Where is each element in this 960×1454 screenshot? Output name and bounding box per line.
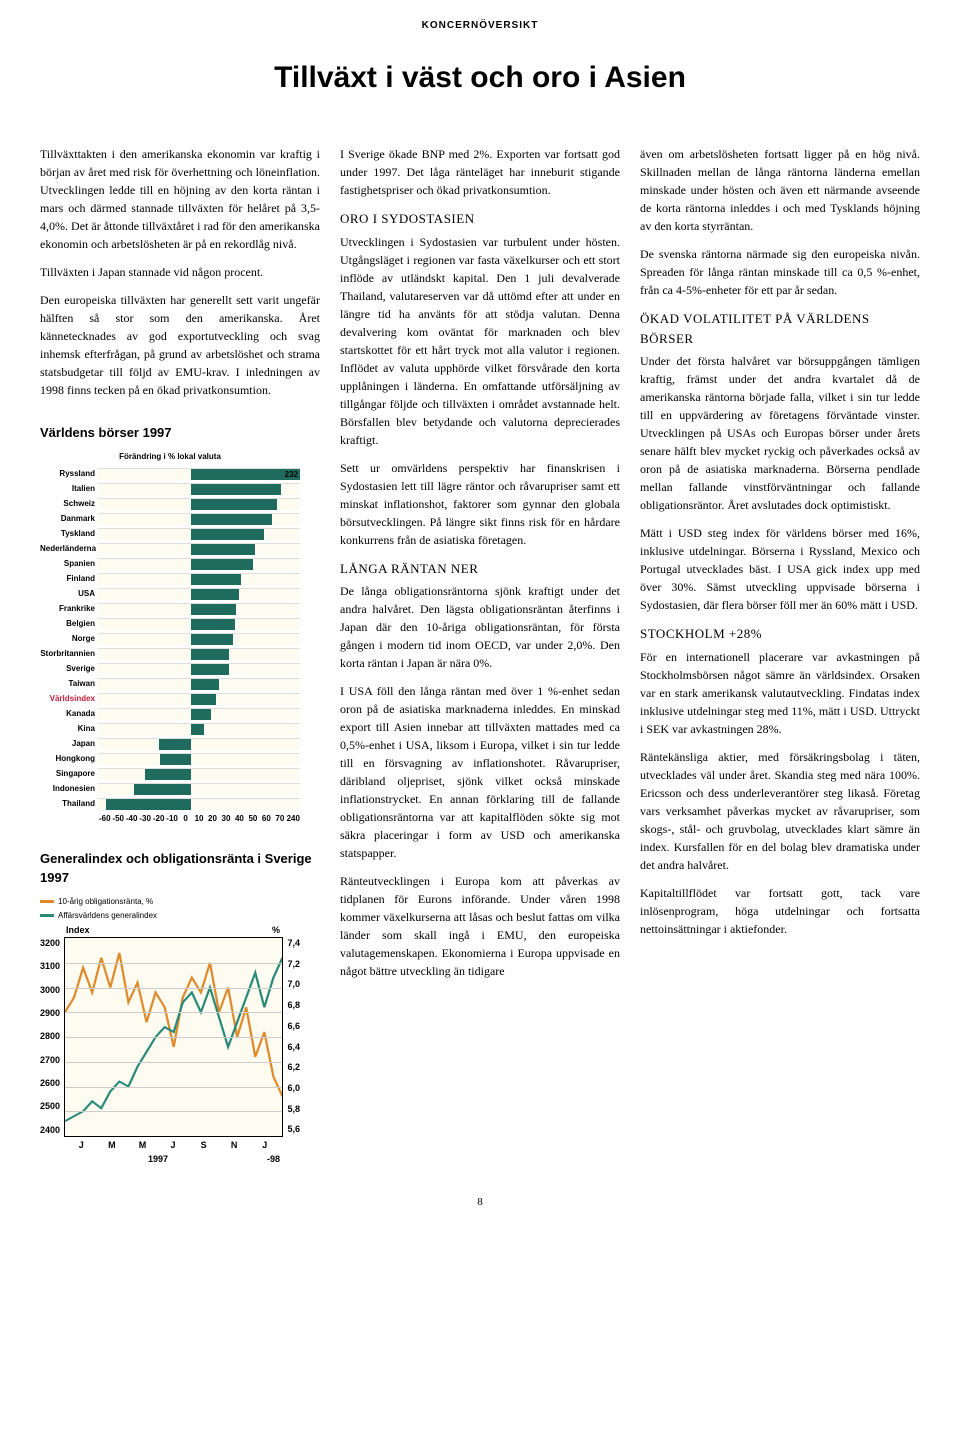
bar-row: Frankrike: [40, 602, 300, 616]
line-chart-title: Generalindex och obligationsränta i Sver…: [40, 849, 320, 888]
legend-swatch-2: [40, 914, 54, 917]
bar-row: Schweiz: [40, 497, 300, 511]
bar-label: Norge: [40, 633, 98, 645]
x-axis-label-year: 1997: [66, 1153, 250, 1167]
bar-label: Thailand: [40, 798, 98, 810]
bar-row: Spanien: [40, 557, 300, 571]
x-axis-label-year2: -98: [250, 1153, 280, 1167]
legend-item-2: Affärsvärldens generalindex: [40, 910, 300, 922]
bar-row: Italien: [40, 482, 300, 496]
bar-label: Nederländerna: [40, 543, 98, 555]
left-axis-title: Index: [66, 924, 90, 938]
col3-h2: STOCKHOLM +28%: [640, 624, 920, 644]
bar-label: Ryssland: [40, 468, 98, 480]
col2-h2: LÅNGA RÄNTAN NER: [340, 559, 620, 579]
bar-label: Schweiz: [40, 498, 98, 510]
bar-row: Finland: [40, 572, 300, 586]
column-2: I Sverige ökade BNP med 2%. Exporten var…: [340, 145, 620, 1166]
bar-label: Frankrike: [40, 603, 98, 615]
article-columns: Tillväxttakten i den amerikanska ekonomi…: [40, 145, 920, 1166]
bar-row: Japan: [40, 737, 300, 751]
bar-label: Taiwan: [40, 678, 98, 690]
bar-label: Japan: [40, 738, 98, 750]
bar-row: Hongkong: [40, 752, 300, 766]
legend-label-2: Affärsvärldens generalindex: [58, 910, 157, 922]
bar-label: Danmark: [40, 513, 98, 525]
bar-label: Singapore: [40, 768, 98, 780]
x-axis-ticks: JMMJSNJ: [40, 1137, 300, 1153]
page-number: 8: [40, 1196, 920, 1208]
col3-p7: Kapitaltillflödet var fortsatt gott, tac…: [640, 884, 920, 938]
col2-p1: I Sverige ökade BNP med 2%. Exporten var…: [340, 145, 620, 199]
bar-label: Belgien: [40, 618, 98, 630]
bar-label: Kina: [40, 723, 98, 735]
left-axis-ticks: 320031003000290028002700260025002400: [40, 937, 64, 1137]
bar-row: Taiwan: [40, 677, 300, 691]
bar-row: Storbritannien: [40, 647, 300, 661]
legend-swatch-1: [40, 900, 54, 903]
bar-label: Finland: [40, 573, 98, 585]
bar-row: Thailand: [40, 797, 300, 811]
col3-p3: Under det första halvåret var börsuppgån…: [640, 352, 920, 514]
col2-p5: I USA föll den långa räntan med över 1 %…: [340, 682, 620, 862]
col3-p6: Räntekänsliga aktier, med försäkringsbol…: [640, 748, 920, 874]
bar-row: USA: [40, 587, 300, 601]
bar-chart-title: Världens börser 1997: [40, 423, 320, 443]
bar-row: Belgien: [40, 617, 300, 631]
bar-chart-subtitle: Förändring i % lokal valuta: [40, 451, 300, 463]
line-chart-plot: [64, 937, 283, 1137]
col3-p4: Mätt i USD steg index för världens börse…: [640, 524, 920, 614]
col2-p3: Sett ur omvärldens perspektiv har finans…: [340, 459, 620, 549]
bar-label: Hongkong: [40, 753, 98, 765]
section-overline: KONCERNÖVERSIKT: [40, 20, 920, 31]
bar-chart-x-axis: -60-50-40-30-20-10010203040506070240: [40, 813, 300, 825]
col2-p2: Utvecklingen i Sydostasien var turbulent…: [340, 233, 620, 449]
col1-p3: Den europeiska tillväxten har generellt …: [40, 291, 320, 399]
bar-row: Sverige: [40, 662, 300, 676]
bar-label: Spanien: [40, 558, 98, 570]
legend-label-1: 10-årig obligationsränta, %: [58, 896, 153, 908]
bar-label: Tyskland: [40, 528, 98, 540]
right-axis-title: %: [272, 924, 280, 938]
bar-label: Världsindex: [40, 693, 98, 705]
bar-label: Indonesien: [40, 783, 98, 795]
bar-label: Storbritannien: [40, 648, 98, 660]
bar-row: Tyskland: [40, 527, 300, 541]
bar-row: Singapore: [40, 767, 300, 781]
bar-row: Kanada: [40, 707, 300, 721]
col3-p5: För en internationell placerare var avka…: [640, 648, 920, 738]
legend-item-1: 10-årig obligationsränta, %: [40, 896, 300, 908]
col2-h1: ORO I SYDOSTASIEN: [340, 209, 620, 229]
bar-row: Danmark: [40, 512, 300, 526]
right-axis-ticks: 7,47,27,06,86,66,46,26,05,85,6: [283, 937, 300, 1137]
bar-row: Kina: [40, 722, 300, 736]
col2-p4: De långa obligationsräntorna sjönk kraft…: [340, 582, 620, 672]
bar-label: Italien: [40, 483, 98, 495]
bar-row: Norge: [40, 632, 300, 646]
bar-row: Nederländerna: [40, 542, 300, 556]
col1-p2: Tillväxten i Japan stannade vid någon pr…: [40, 263, 320, 281]
line-chart: 10-årig obligationsränta, % Affärsvärlde…: [40, 896, 300, 1167]
col2-p6: Ränteutvecklingen i Europa kom att påver…: [340, 872, 620, 980]
col1-p1: Tillväxttakten i den amerikanska ekonomi…: [40, 145, 320, 253]
bar-row: Ryssland232: [40, 467, 300, 481]
column-3: även om arbetslösheten fortsatt ligger p…: [640, 145, 920, 1166]
bar-chart: Förändring i % lokal valuta Ryssland232 I…: [40, 451, 300, 825]
col3-p1: även om arbetslösheten fortsatt ligger p…: [640, 145, 920, 235]
bar-label: Sverige: [40, 663, 98, 675]
col3-h1: ÖKAD VOLATILITET PÅ VÄRLDENS BÖRSER: [640, 309, 920, 348]
bar-label: Kanada: [40, 708, 98, 720]
bar-label: USA: [40, 588, 98, 600]
column-1: Tillväxttakten i den amerikanska ekonomi…: [40, 145, 320, 1166]
col3-p2: De svenska räntorna närmade sig den euro…: [640, 245, 920, 299]
bar-row: Indonesien: [40, 782, 300, 796]
bar-row: Världsindex: [40, 692, 300, 706]
page-title: Tillväxt i väst och oro i Asien: [40, 61, 920, 95]
